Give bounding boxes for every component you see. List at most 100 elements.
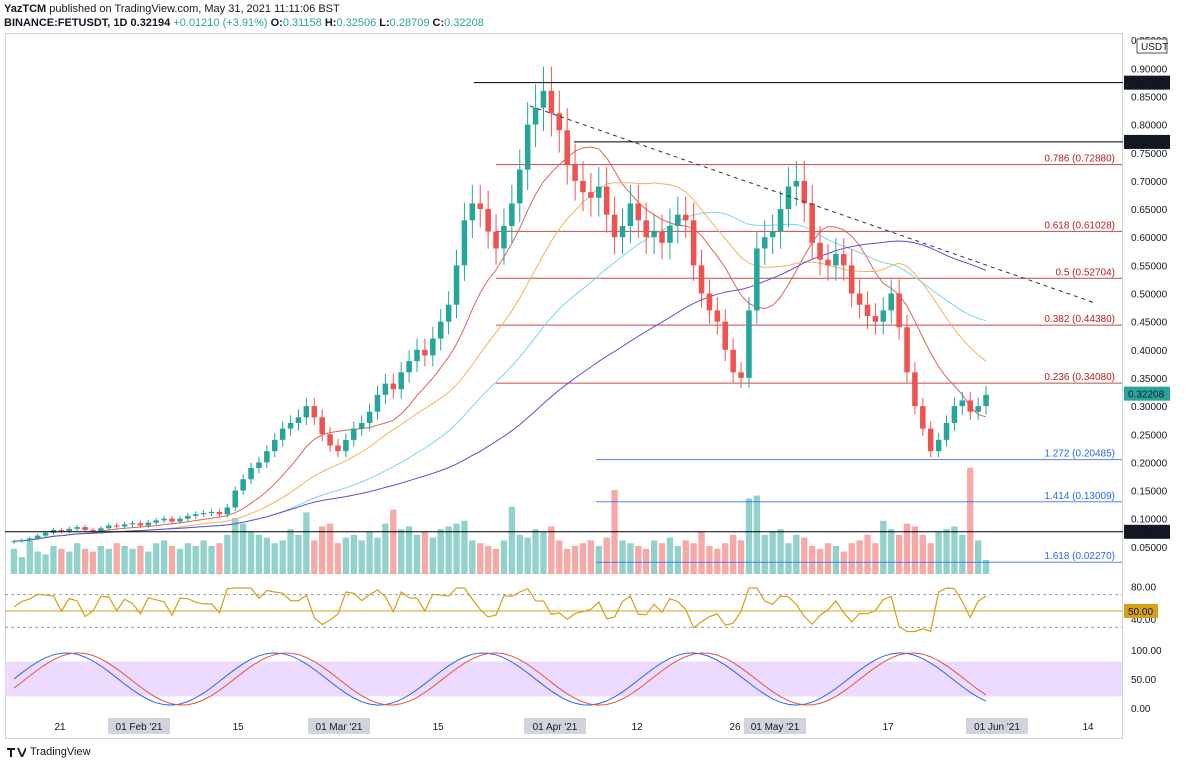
rsi-tick-label: 40.00 [1131, 615, 1156, 626]
volume-bar [895, 534, 903, 574]
candle-body [785, 186, 792, 210]
candle-body [896, 293, 902, 328]
candle-body [192, 514, 199, 516]
price-label-text: 0.87450 [1128, 79, 1165, 90]
candle-body [493, 231, 499, 249]
candle-body [406, 361, 412, 373]
tradingview-brand: TradingView [30, 746, 91, 758]
candle-body [216, 511, 223, 515]
volume-bar [413, 534, 421, 574]
volume-bar [492, 548, 500, 574]
volume-bar [279, 540, 286, 574]
price-change: +0.01210 (+3.91%) [173, 17, 268, 29]
trendline [529, 105, 1096, 304]
volume-bar [777, 529, 784, 574]
symbol-label[interactable]: BINANCE:FETUSDT, 1D [4, 17, 128, 29]
candle-body [430, 338, 436, 356]
fib-level-label: 1.414 (0.13009) [1044, 491, 1115, 502]
volume-bar [856, 540, 863, 574]
stoch-tick-label: 50.00 [1131, 675, 1156, 686]
volume-bar [105, 548, 112, 574]
candle-body [145, 522, 152, 526]
candle-body [177, 518, 183, 522]
price-tick-label: 0.75000 [1131, 149, 1168, 160]
volume-bar [627, 543, 634, 574]
volume-bar [974, 540, 982, 574]
candle-body [556, 113, 563, 131]
volume-bar [382, 523, 389, 574]
volume-bar [437, 529, 444, 574]
volume-bar [358, 540, 365, 574]
candle-body [106, 525, 112, 529]
candle-body [200, 513, 207, 515]
candle-body [746, 310, 752, 378]
candle-body [833, 254, 839, 266]
time-label-box [308, 718, 370, 734]
price-tick-label: 0.55000 [1131, 261, 1168, 272]
time-label-box [108, 718, 170, 734]
time-tick-label: 01 Feb '21 [116, 722, 163, 733]
volume-bar [81, 548, 89, 574]
volume-bar [722, 543, 729, 574]
volume-bar [271, 543, 278, 574]
volume-bar [903, 523, 911, 574]
volume-bar [635, 546, 642, 574]
candle-body [343, 439, 349, 452]
price-label-tag [1124, 75, 1170, 90]
volume-bar [516, 534, 523, 574]
volume-bar [58, 548, 65, 574]
candle-body [864, 304, 871, 317]
fib-level-label: 0.618 (0.61028) [1044, 220, 1115, 231]
volume-bar [919, 534, 926, 574]
volume-bar [445, 526, 452, 574]
volume-bar [650, 540, 658, 574]
currency-box [1136, 38, 1168, 54]
volume-bar [255, 534, 263, 574]
price-tick-label: 0.85000 [1131, 92, 1168, 103]
volume-bar [967, 467, 974, 574]
candle-body [121, 524, 128, 527]
author-name[interactable]: YazTCM [4, 3, 47, 15]
volume-bar [603, 537, 610, 574]
candle-body [58, 529, 65, 532]
volume-bar [524, 537, 531, 574]
volume-bar [769, 532, 776, 574]
volume-bar [888, 529, 895, 574]
volume-bar [74, 543, 81, 574]
volume-bar [571, 546, 579, 574]
volume-bar [935, 532, 942, 574]
volume-bar [785, 543, 792, 574]
candle-body [627, 203, 634, 226]
volume-bar [176, 548, 184, 574]
rsi-value-text: 50.00 [1128, 607, 1153, 618]
ema-short-line [13, 146, 987, 542]
volume-bar [595, 546, 602, 574]
volume-bar [168, 546, 176, 574]
candles [11, 66, 989, 544]
candle-body [390, 383, 397, 390]
volume-bar [374, 537, 381, 574]
volume-bar [540, 532, 547, 574]
ohlc-legend: BINANCE:FETUSDT, 1D 0.32194 +0.01210 (+3… [4, 17, 484, 29]
time-tick-label: 01 Mar '21 [316, 722, 363, 733]
volume-bar [66, 551, 73, 574]
candle-body [841, 254, 847, 266]
chart-area[interactable] [5, 33, 1123, 739]
volume-bar [761, 534, 768, 574]
price-tick-label: 0.65000 [1131, 205, 1168, 216]
candle-body [319, 417, 325, 435]
volume-bar [737, 540, 745, 574]
volume-bars [10, 467, 990, 574]
volume-bar [208, 546, 215, 574]
close-label: C: [432, 17, 445, 29]
candle-body [224, 507, 231, 515]
candle-body [161, 518, 167, 521]
candle-body [659, 231, 665, 243]
tradingview-logo[interactable]: TradingView [6, 746, 91, 758]
candle-body [248, 468, 254, 480]
candle-body [588, 192, 594, 198]
candle-body [303, 406, 310, 418]
candle-body [271, 439, 278, 452]
